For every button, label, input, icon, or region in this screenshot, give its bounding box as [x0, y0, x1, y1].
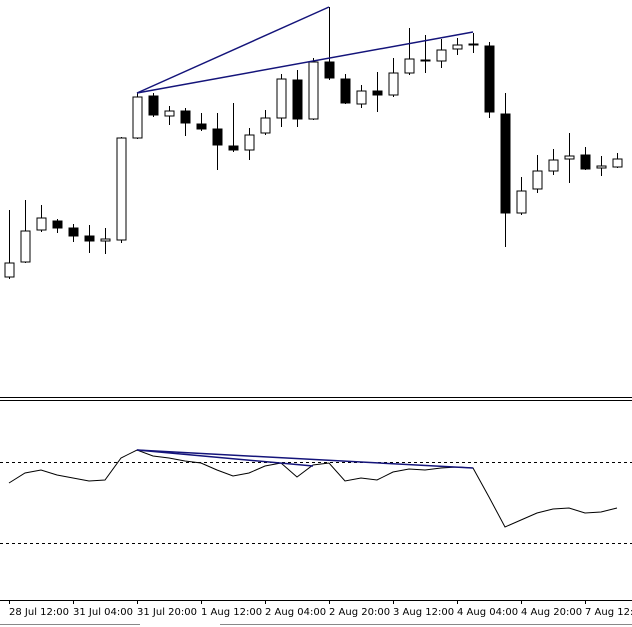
candle-body [52, 220, 63, 229]
candle-body [180, 110, 191, 124]
candle-body [532, 170, 543, 190]
candle-body [148, 95, 159, 116]
candle-body [132, 96, 143, 139]
x-tick-label: 2 Aug 20:00 [329, 607, 390, 618]
candle-body [116, 137, 127, 241]
x-tick-label: 4 Aug 20:00 [521, 607, 582, 618]
candle-body [356, 90, 367, 105]
candle-body [564, 155, 575, 160]
x-tick-label: 1 Aug 12:00 [201, 607, 262, 618]
x-tick-label: 4 Aug 04:00 [457, 607, 518, 618]
candle-body [212, 128, 223, 146]
candle-body [388, 72, 399, 96]
candle-body [580, 154, 591, 170]
candle-body [484, 45, 495, 113]
candle-body [468, 43, 479, 46]
x-tick-label: 3 Aug 12:00 [393, 607, 454, 618]
candle-body [452, 44, 463, 50]
candle-body [340, 78, 351, 104]
candle-body [164, 110, 175, 117]
candle-body [516, 190, 527, 214]
candle-body [436, 49, 447, 62]
candle-body [228, 145, 239, 151]
x-tick-label: 2 Aug 04:00 [265, 607, 326, 618]
candle-body [4, 262, 15, 278]
trendline [136, 31, 474, 94]
trendline [136, 6, 330, 94]
candle-body [324, 61, 335, 79]
candle-body [596, 165, 607, 169]
candle-body [276, 78, 287, 119]
trendline [136, 449, 314, 467]
x-tick-label: 28 Jul 12:00 [9, 607, 69, 618]
x-tick-label: 31 Jul 04:00 [73, 607, 133, 618]
candle-body [244, 134, 255, 151]
candle-body [500, 113, 511, 214]
candle-body [372, 90, 383, 96]
candle-body [20, 230, 31, 263]
candle-body [292, 79, 303, 120]
x-tick-label: 31 Jul 20:00 [137, 607, 197, 618]
candle-body [404, 58, 415, 74]
candle-body [548, 159, 559, 172]
candle-body [100, 238, 111, 242]
x-tick-label: 7 Aug 12:00 [585, 607, 632, 618]
candle-body [612, 158, 623, 168]
candle-body [196, 123, 207, 130]
candle-body [84, 235, 95, 242]
indicator-line [8, 449, 618, 528]
candle-body [36, 217, 47, 231]
candle-body [420, 59, 431, 62]
trendline [136, 449, 474, 469]
candle-body [68, 227, 79, 237]
candle-body [260, 117, 271, 134]
candle-body [308, 61, 319, 120]
